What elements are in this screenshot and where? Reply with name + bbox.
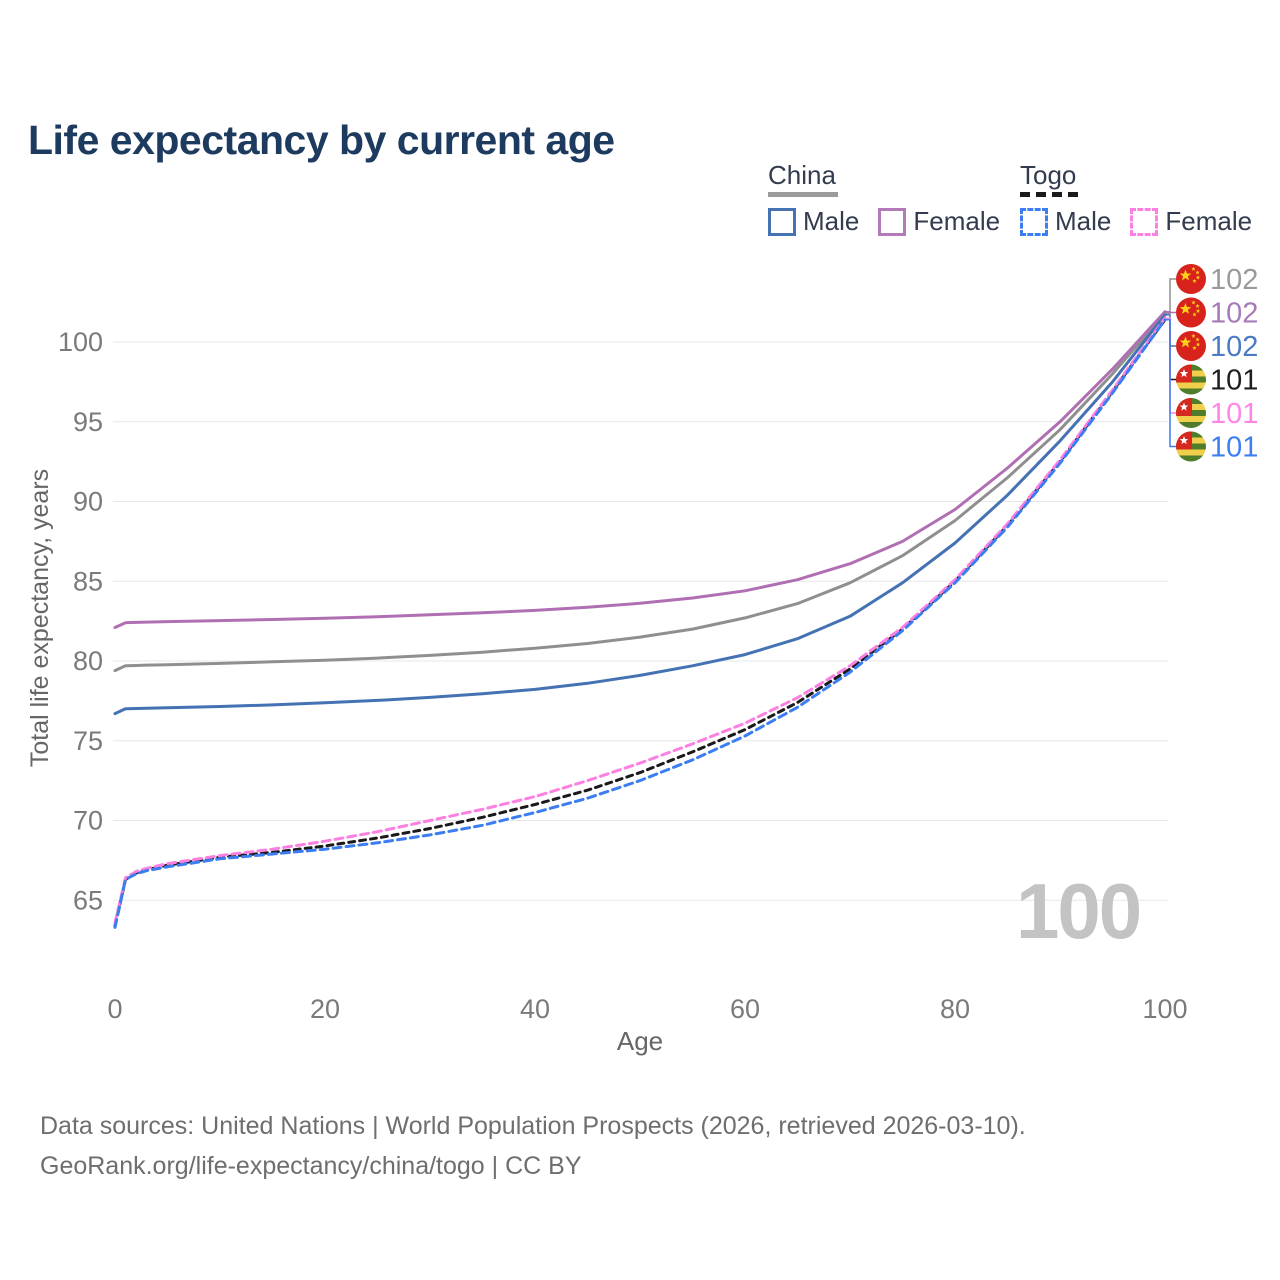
x-tick-label: 80	[940, 994, 970, 1024]
legend-item-label: Male	[1055, 206, 1112, 236]
china-flag-icon	[1176, 297, 1206, 328]
end-label-leader-togo-male	[1165, 318, 1176, 448]
china-female-swatch	[878, 207, 907, 236]
end-value-label-china-female: 102	[1210, 298, 1258, 330]
togo-flag-icon	[1176, 398, 1206, 428]
legend-item-china-male[interactable]: Male	[768, 206, 859, 237]
series-line-togo-combined	[113, 318, 1167, 928]
series-line-togo-female	[113, 316, 1167, 925]
end-value-label-togo-male: 101	[1210, 432, 1258, 464]
legend-item-china-female[interactable]: Female	[878, 206, 1000, 237]
y-tick-label: 100	[58, 327, 103, 357]
footer-attribution: GeoRank.org/life-expectancy/china/togo |…	[40, 1152, 582, 1180]
legend-group-china-label[interactable]: China	[768, 160, 836, 190]
y-tick-label: 70	[73, 806, 103, 836]
y-tick-label: 65	[73, 885, 103, 915]
series-line-china-female	[113, 310, 1167, 629]
togo-female-swatch	[1130, 207, 1159, 236]
china-flag-icon	[1176, 331, 1206, 361]
china-male-swatch	[768, 207, 796, 236]
togo-flag-icon	[1176, 431, 1206, 462]
legend-togo-line-swatch	[1020, 192, 1078, 197]
end-value-label-togo-combined: 101	[1210, 365, 1258, 397]
x-tick-label: 0	[107, 994, 122, 1024]
legend-item-label: Female	[913, 206, 1001, 236]
y-tick-label: 85	[73, 566, 103, 596]
end-value-label-china-combined: 102	[1210, 264, 1258, 296]
y-tick-label: 80	[73, 646, 103, 676]
footer-data-sources: Data sources: United Nations | World Pop…	[40, 1112, 1026, 1140]
series-line-china-combined	[113, 311, 1167, 673]
legend-item-togo-male[interactable]: Male	[1020, 206, 1111, 237]
end-value-label-togo-female: 101	[1210, 398, 1258, 430]
end-value-label-china-male: 102	[1210, 331, 1258, 363]
togo-flag-icon	[1176, 364, 1206, 395]
y-tick-label: 90	[73, 487, 103, 517]
y-tick-label: 95	[73, 407, 103, 437]
y-tick-label: 75	[73, 726, 103, 756]
series-line-togo-male	[113, 318, 1167, 929]
x-axis-title: Age	[617, 1026, 663, 1056]
end-label-leader-china-combined	[1165, 278, 1176, 315]
legend-item-label: Male	[803, 206, 860, 236]
x-tick-label: 40	[520, 994, 550, 1024]
legend-group-togo: Togo Male Female	[1020, 160, 1252, 237]
page-title: Life expectancy by current age	[28, 117, 615, 164]
age-counter-watermark: 100	[1016, 867, 1142, 955]
end-label-leader-china-female	[1165, 310, 1176, 314]
legend-group-togo-label[interactable]: Togo	[1020, 160, 1077, 190]
x-tick-label: 100	[1142, 994, 1187, 1024]
x-tick-label: 60	[730, 994, 760, 1024]
legend-group-china: China Male Female	[768, 160, 1000, 237]
china-flag-icon	[1176, 264, 1206, 294]
series-line-china-male	[113, 313, 1167, 716]
legend-item-label: Female	[1165, 206, 1253, 236]
x-tick-label: 20	[310, 994, 340, 1024]
togo-male-swatch	[1020, 207, 1048, 236]
legend-item-togo-female[interactable]: Female	[1130, 206, 1252, 237]
footer: Data sources: United Nations | World Pop…	[40, 1106, 1026, 1186]
legend-china-line-swatch	[768, 192, 838, 197]
y-axis-title: Total life expectancy, years	[26, 469, 54, 767]
